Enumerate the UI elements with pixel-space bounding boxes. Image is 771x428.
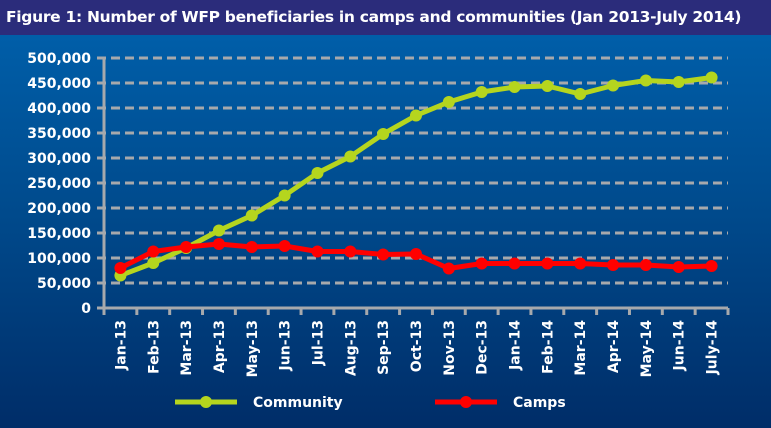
legend-marker <box>460 396 472 408</box>
series-camps <box>114 238 718 275</box>
x-tick-label: Sep-13 <box>376 320 392 375</box>
x-tick-label: Jun-13 <box>278 320 294 371</box>
data-point <box>278 240 291 252</box>
data-point <box>574 257 587 270</box>
data-point <box>705 71 718 84</box>
data-point <box>705 260 718 272</box>
legend-marker <box>200 396 212 408</box>
x-tick-label: Jan-13 <box>113 320 129 371</box>
x-tick-label: Apr-13 <box>212 320 228 373</box>
y-tick-label: 0 <box>81 301 91 317</box>
data-point <box>212 238 225 250</box>
data-point <box>377 248 390 261</box>
data-point <box>541 257 554 270</box>
data-point <box>377 128 390 140</box>
data-point <box>114 262 127 274</box>
x-tick-label: Mar-13 <box>179 320 195 376</box>
y-tick-label: 300,000 <box>27 151 91 167</box>
y-tick-label: 500,000 <box>27 51 91 67</box>
data-point <box>410 109 422 122</box>
y-tick-label: 250,000 <box>27 176 91 192</box>
x-tick-label: Nov-13 <box>442 320 458 376</box>
x-tick-label: Mar-14 <box>573 320 589 376</box>
data-point <box>475 257 488 270</box>
chart-title: Figure 1: Number of WFP beneficiaries in… <box>0 0 771 35</box>
data-point <box>639 74 652 87</box>
legend-label: Camps <box>513 395 566 411</box>
x-tick-label: Jan-14 <box>508 320 524 371</box>
x-tick-label: Apr-14 <box>606 320 622 373</box>
data-point <box>639 259 652 271</box>
x-tick-label: May-13 <box>245 320 261 377</box>
data-point <box>672 261 685 273</box>
x-tick-label: Feb-14 <box>540 320 556 374</box>
data-point <box>508 257 521 270</box>
data-point <box>147 257 160 269</box>
data-point <box>475 86 488 98</box>
data-point <box>442 262 455 275</box>
data-point <box>180 241 193 253</box>
x-tick-label: July-14 <box>705 320 721 376</box>
data-point <box>311 245 324 258</box>
x-tick-label: May-14 <box>639 320 655 378</box>
y-tick-label: 400,000 <box>27 101 91 117</box>
data-point <box>410 248 422 260</box>
data-point <box>508 81 521 93</box>
x-tick-label: Jul-13 <box>310 320 326 366</box>
data-point <box>541 80 554 92</box>
data-point <box>607 259 620 271</box>
data-point <box>672 76 685 88</box>
y-tick-label: 150,000 <box>27 226 91 242</box>
y-tick-label: 450,000 <box>27 76 91 92</box>
data-point <box>278 189 291 202</box>
x-tick-label: Aug-13 <box>343 320 359 376</box>
data-point <box>147 245 160 258</box>
legend-label: Community <box>253 395 343 411</box>
y-tick-label: 350,000 <box>27 126 91 142</box>
y-tick-label: 50,000 <box>37 276 91 292</box>
y-tick-label: 100,000 <box>27 251 91 267</box>
x-tick-label: Feb-13 <box>146 320 162 374</box>
data-point <box>245 241 258 253</box>
data-point <box>344 150 357 163</box>
series-community <box>114 71 718 282</box>
data-point <box>311 167 324 179</box>
x-tick-label: Dec-13 <box>475 320 491 375</box>
y-tick-label: 200,000 <box>27 201 91 217</box>
data-point <box>607 79 620 92</box>
data-point <box>344 245 357 258</box>
data-point <box>574 88 587 100</box>
data-point <box>442 96 455 108</box>
x-tick-label: Oct-13 <box>409 320 425 372</box>
x-tick-label: Jun-14 <box>672 320 688 372</box>
data-point <box>212 224 225 237</box>
data-point <box>245 209 258 222</box>
